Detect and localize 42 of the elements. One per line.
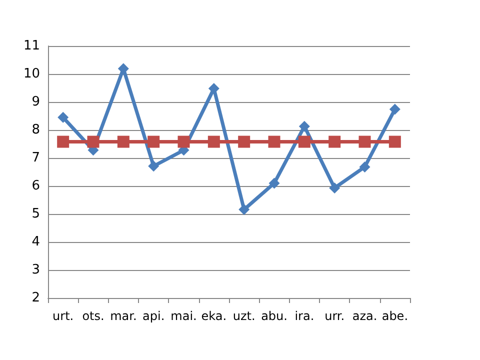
point [58,112,69,123]
x-tick-label: uzt. [232,309,256,323]
x-tick-label: mai. [170,309,197,323]
x-tick-label: ira. [294,309,314,323]
point [389,104,400,115]
point [208,136,220,148]
point [268,136,280,148]
y-tick-label: 5 [32,206,40,222]
point [148,136,160,148]
point [328,136,341,148]
point [358,136,371,148]
x-tick-label: mar. [110,309,137,323]
point [238,204,250,216]
point [238,136,250,148]
y-tick-label: 6 [32,178,40,194]
x-tick-label: abu. [261,309,288,323]
x-tick-label: urr. [324,309,345,323]
y-tick-label: 3 [32,262,40,278]
x-tick-label: eka. [201,309,227,323]
point [298,120,310,132]
y-tick-label: 2 [32,290,40,306]
y-tick-label: 9 [32,94,40,110]
point [178,136,190,148]
x-tick-label: abe. [382,309,408,323]
x-tick-label: aza. [352,309,378,323]
point [359,161,370,172]
y-tick-label: 10 [23,66,40,82]
x-tick-label: ots. [82,309,104,323]
y-tick-label: 4 [32,234,40,250]
point [268,178,280,189]
x-tick-label: urt. [52,309,74,323]
point [388,136,401,148]
x-tick-label: api. [142,309,165,323]
point [117,136,130,148]
y-tick-label: 11 [23,38,40,54]
point [148,160,160,172]
point [87,136,100,148]
y-tick-label: 7 [32,150,40,166]
y-tick-label: 8 [32,122,40,138]
point [57,136,70,148]
point [298,136,310,148]
point [329,182,340,194]
